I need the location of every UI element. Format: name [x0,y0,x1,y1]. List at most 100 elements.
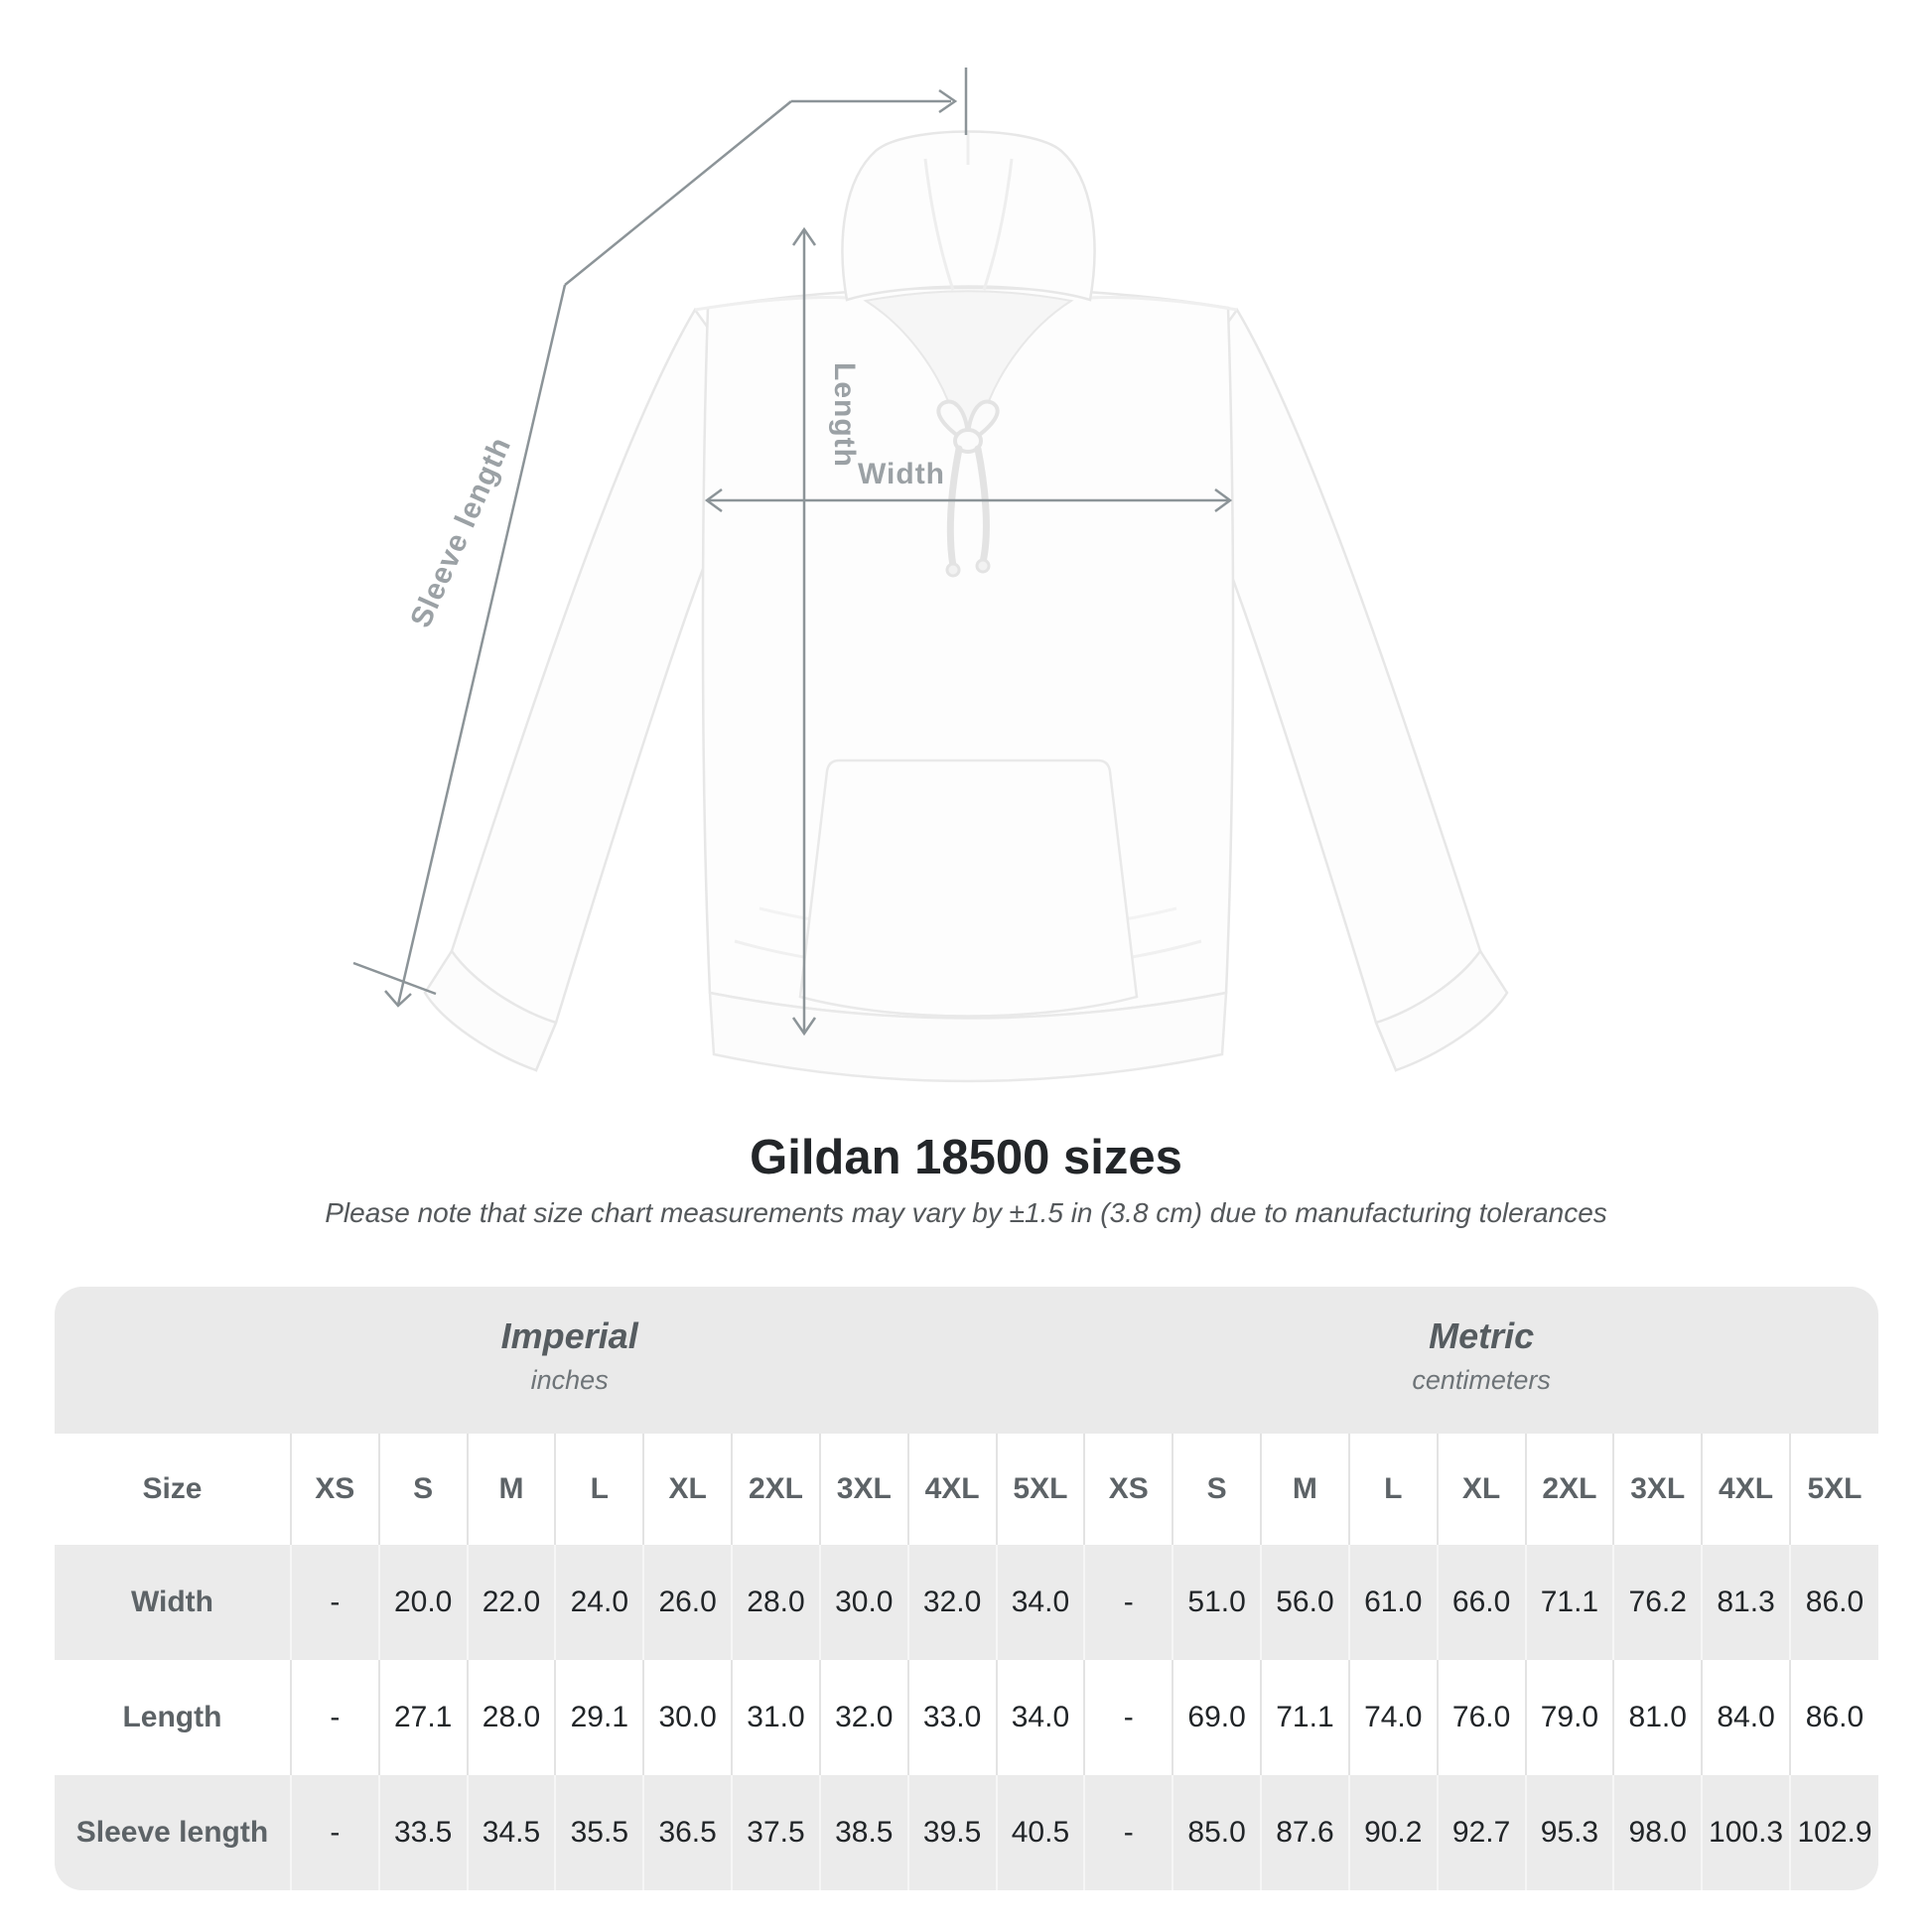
size-value-cell: 40.5 [995,1775,1085,1890]
table-row-sleeve-length: Sleeve length - 33.5 34.5 35.5 36.5 37.5… [55,1775,1878,1890]
size-value-cell: 100.3 [1701,1775,1790,1890]
size-value-cell: 32.0 [906,1545,997,1660]
size-value-cell: 79.0 [1524,1660,1614,1775]
page-title: Gildan 18500 sizes [750,1131,1182,1184]
cuff-end-tick [352,961,437,996]
size-value-cell: - [1083,1660,1173,1775]
size-value-cell: 22.0 [466,1545,556,1660]
size-col-header: M [1260,1434,1349,1545]
size-col-header: 3XL [818,1434,908,1545]
size-value-cell: 29.1 [554,1660,644,1775]
arrowhead-right-icon [1214,487,1233,513]
size-value-cell: 61.0 [1347,1545,1438,1660]
size-value-cell: 31.0 [731,1660,820,1775]
size-col-header: S [377,1434,468,1545]
length-label: Length [828,362,861,468]
size-value-cell: 76.0 [1436,1660,1526,1775]
size-value-cell: 20.0 [377,1545,468,1660]
size-value-cell: 34.0 [995,1660,1085,1775]
size-col-header: 4XL [1701,1434,1790,1545]
size-col-header: L [1347,1434,1438,1545]
sleeve-length-label: Sleeve length [404,432,517,632]
hoodie-sleeves [423,307,1509,1072]
size-value-cell: 86.0 [1788,1660,1878,1775]
size-col-header: 2XL [1524,1434,1614,1545]
size-value-cell: 86.0 [1788,1545,1878,1660]
size-table: Imperial inches Metric centimeters Size … [55,1287,1878,1890]
arrowhead-down-icon [791,1017,817,1036]
unit-header-band: Imperial inches Metric centimeters [55,1287,1878,1434]
arrowhead-right-icon [938,88,958,114]
size-value-cell: 34.5 [466,1775,556,1890]
size-value-cell: 84.0 [1701,1660,1790,1775]
unit-group-subtitle: inches [530,1364,609,1395]
size-value-cell: 30.0 [818,1545,908,1660]
size-col-header: S [1172,1434,1262,1545]
size-value-cell: 85.0 [1172,1775,1262,1890]
unit-group-imperial: Imperial inches [55,1287,1084,1434]
arrowhead-down-icon [384,990,412,1008]
size-value-cell: 24.0 [554,1545,644,1660]
size-value-cell: 95.3 [1524,1775,1614,1890]
measurement-lines [352,68,1233,1036]
hoodie-hood [841,130,1096,439]
size-col-header: 2XL [731,1434,820,1545]
size-value-cell: 56.0 [1260,1545,1349,1660]
size-corner-header: Size [142,1472,203,1505]
row-label: Length [122,1701,222,1733]
hoodie-drawstrings [936,399,1000,578]
unit-group-metric: Metric centimeters [1084,1287,1878,1434]
size-col-header: XL [1436,1434,1526,1545]
size-col-header: L [554,1434,644,1545]
size-value-cell: 76.2 [1612,1545,1703,1660]
size-value-cell: 81.3 [1701,1545,1790,1660]
size-value-cell: 39.5 [906,1775,997,1890]
size-col-header: 3XL [1612,1434,1703,1545]
size-value-cell: 87.6 [1260,1775,1349,1890]
size-value-cell: 51.0 [1172,1545,1262,1660]
size-value-cell: - [289,1660,379,1775]
sleeve-length-line [396,284,567,1006]
size-header-row: Size XS S M L XL 2XL 3XL 4XL 5XL XS S M … [55,1434,1878,1545]
size-value-cell: 33.0 [906,1660,997,1775]
size-value-cell: 27.1 [377,1660,468,1775]
size-value-cell: - [289,1775,379,1890]
size-value-cell: - [1083,1775,1173,1890]
size-value-cell: 34.0 [995,1545,1085,1660]
tolerance-note: Please note that size chart measurements… [325,1197,1607,1228]
size-value-cell: 32.0 [818,1660,908,1775]
size-col-header: 5XL [1788,1434,1878,1545]
width-label: Width [858,458,945,490]
arrowhead-up-icon [791,226,817,246]
size-value-cell: 38.5 [818,1775,908,1890]
size-value-cell: 81.0 [1612,1660,1703,1775]
table-row-length: Length - 27.1 28.0 29.1 30.0 31.0 32.0 3… [55,1660,1878,1775]
size-value-cell: - [289,1545,379,1660]
size-value-cell: 90.2 [1347,1775,1438,1890]
hoodie-illustration: Sleeve length Length Width [352,68,1509,1083]
size-value-cell: 28.0 [731,1545,820,1660]
unit-group-title: Metric [1429,1314,1535,1356]
size-value-cell: 30.0 [642,1660,733,1775]
size-value-cell: 35.5 [554,1775,644,1890]
row-label: Width [130,1586,213,1618]
size-value-cell: 71.1 [1524,1545,1614,1660]
table-row-width: Width - 20.0 22.0 24.0 26.0 28.0 30.0 32… [55,1545,1878,1660]
size-value-cell: 33.5 [377,1775,468,1890]
size-col-header: XS [1083,1434,1173,1545]
size-value-cell: 74.0 [1347,1660,1438,1775]
hoodie-pocket [798,759,1139,1018]
arrowhead-left-icon [704,487,723,513]
size-value-cell: 71.1 [1260,1660,1349,1775]
size-value-cell: 26.0 [642,1545,733,1660]
size-col-header: XL [642,1434,733,1545]
size-value-cell: 98.0 [1612,1775,1703,1890]
size-value-cell: - [1083,1545,1173,1660]
size-col-header: M [466,1434,556,1545]
unit-group-title: Imperial [500,1314,638,1356]
hoodie-hem-band [708,991,1228,1083]
size-value-cell: 92.7 [1436,1775,1526,1890]
row-label: Sleeve length [75,1816,269,1849]
size-col-header: 5XL [995,1434,1085,1545]
